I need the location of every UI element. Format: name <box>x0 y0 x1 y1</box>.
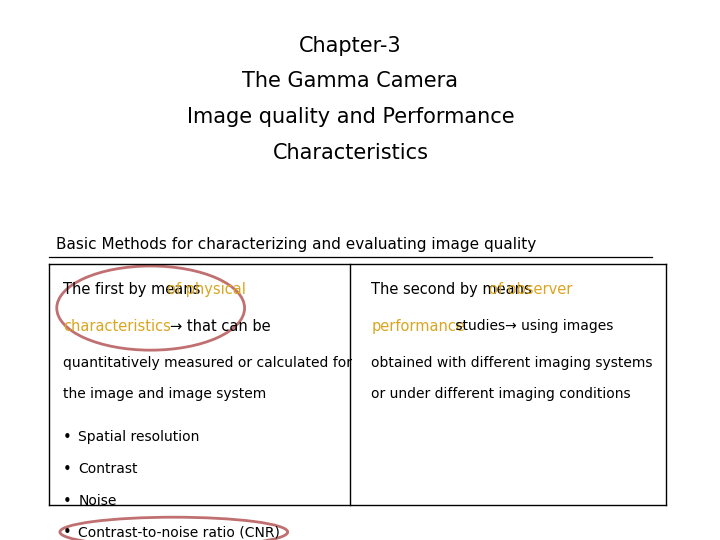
Text: The second by means: The second by means <box>372 281 537 296</box>
Text: •: • <box>63 462 72 477</box>
Text: quantitatively measured or calculated for: quantitatively measured or calculated fo… <box>63 355 352 369</box>
Text: Image quality and Performance: Image quality and Performance <box>186 107 514 127</box>
Text: studies→ using images: studies→ using images <box>451 319 613 333</box>
Text: Characteristics: Characteristics <box>272 143 428 163</box>
Text: Noise: Noise <box>78 494 117 508</box>
Text: The first by means: The first by means <box>63 281 205 296</box>
Text: •: • <box>63 525 72 540</box>
Text: characteristics: characteristics <box>63 319 171 334</box>
Text: Basic Methods for characterizing and evaluating image quality: Basic Methods for characterizing and eva… <box>56 237 536 252</box>
Text: performance: performance <box>372 319 465 334</box>
Text: obtained with different imaging systems: obtained with different imaging systems <box>372 355 653 369</box>
Text: Chapter-3: Chapter-3 <box>299 36 402 56</box>
Text: of physical: of physical <box>167 281 246 296</box>
Text: the image and image system: the image and image system <box>63 387 266 401</box>
Text: •: • <box>63 494 72 509</box>
Text: → that can be: → that can be <box>170 319 270 334</box>
Text: or under different imaging conditions: or under different imaging conditions <box>372 387 631 401</box>
Text: Contrast-to-noise ratio (CNR): Contrast-to-noise ratio (CNR) <box>78 525 280 539</box>
Text: •: • <box>63 430 72 445</box>
Text: of observer: of observer <box>489 281 572 296</box>
Text: The Gamma Camera: The Gamma Camera <box>243 71 459 91</box>
Text: Spatial resolution: Spatial resolution <box>78 430 200 444</box>
Text: Contrast: Contrast <box>78 462 138 476</box>
